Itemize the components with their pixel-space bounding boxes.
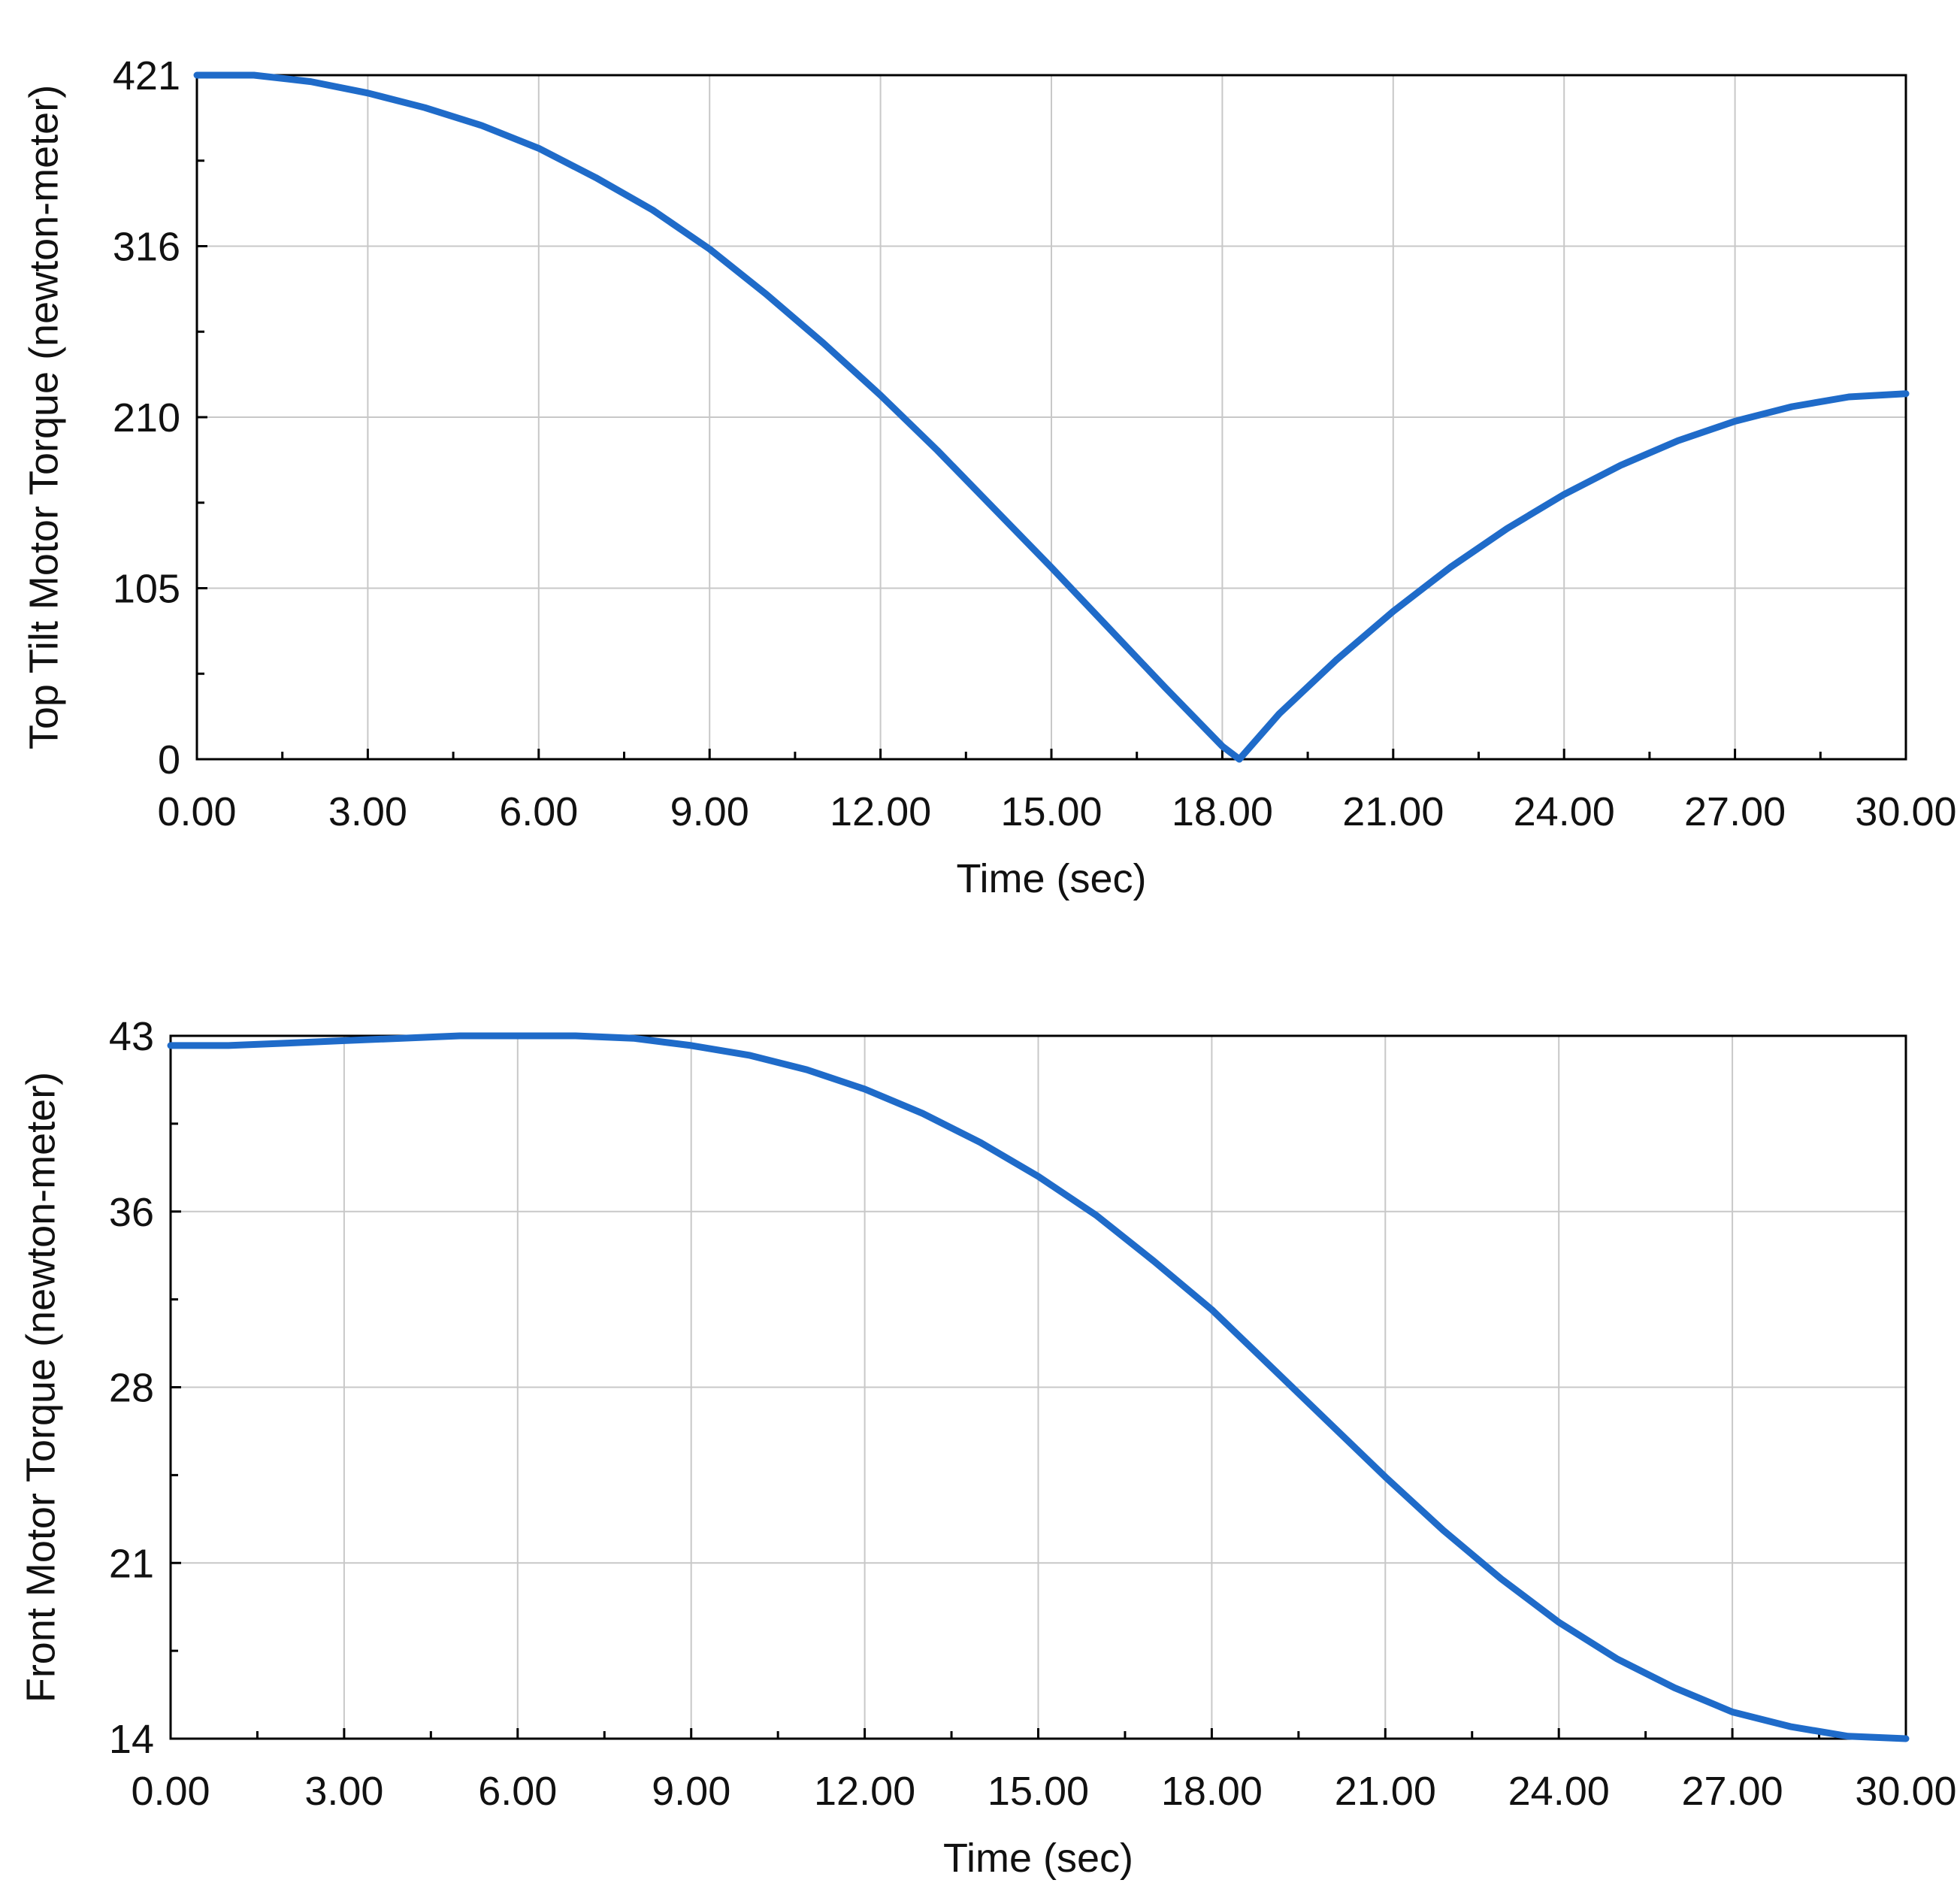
x-tick-label: 12.00 xyxy=(814,1769,915,1814)
x-tick-label: 18.00 xyxy=(1161,1769,1263,1814)
x-tick-label: 0.00 xyxy=(131,1769,210,1814)
x-axis-title: Time (sec) xyxy=(957,856,1147,901)
y-tick-label: 43 xyxy=(109,1014,154,1059)
x-tick-label: 9.00 xyxy=(652,1769,730,1814)
x-tick-label: 3.00 xyxy=(304,1769,383,1814)
y-tick-label: 21 xyxy=(109,1541,154,1586)
y-tick-label: 0 xyxy=(158,737,180,783)
x-tick-label: 21.00 xyxy=(1342,789,1444,834)
y-tick-label: 14 xyxy=(109,1717,154,1762)
x-tick-label: 3.00 xyxy=(328,789,407,834)
x-tick-label: 6.00 xyxy=(499,789,578,834)
x-tick-label: 30.00 xyxy=(1855,789,1956,834)
x-tick-label: 6.00 xyxy=(478,1769,557,1814)
y-axis-title: Front Motor Torque (newton-meter) xyxy=(18,1072,63,1703)
x-tick-label: 27.00 xyxy=(1682,1769,1783,1814)
x-tick-label: 24.00 xyxy=(1508,1769,1610,1814)
y-tick-label: 28 xyxy=(109,1366,154,1411)
y-axis-title: Top Tilt Motor Torque (newton-meter) xyxy=(21,85,66,749)
y-tick-label: 36 xyxy=(109,1190,154,1235)
y-tick-label: 210 xyxy=(113,395,180,440)
x-tick-label: 12.00 xyxy=(830,789,931,834)
front-motor-torque-chart: 0.00 3.00 6.00 9.00 12.00 15.00 18.00 21.00 24.0… xyxy=(18,1014,1956,1881)
x-tick-label: 24.00 xyxy=(1514,789,1615,834)
top-tilt-torque-chart: 0.00 3.00 6.00 9.00 12.00 15.00 18.00 21.00 24.0… xyxy=(21,53,1956,901)
x-tick-label: 21.00 xyxy=(1335,1769,1436,1814)
y-tick-label: 316 xyxy=(113,225,180,270)
x-axis-title: Time (sec) xyxy=(943,1836,1133,1881)
x-tick-label: 9.00 xyxy=(670,789,749,834)
series-line xyxy=(193,71,1910,763)
x-tick-label: 30.00 xyxy=(1855,1769,1956,1814)
x-tick-label: 15.00 xyxy=(1000,789,1102,834)
x-tick-label: 15.00 xyxy=(988,1769,1089,1814)
x-tick-label: 18.00 xyxy=(1172,789,1273,834)
y-tick-label: 421 xyxy=(113,53,180,98)
x-tick-label: 27.00 xyxy=(1684,789,1786,834)
x-tick-label: 0.00 xyxy=(157,789,236,834)
series-line xyxy=(167,1032,1910,1742)
y-tick-label: 105 xyxy=(113,567,180,612)
